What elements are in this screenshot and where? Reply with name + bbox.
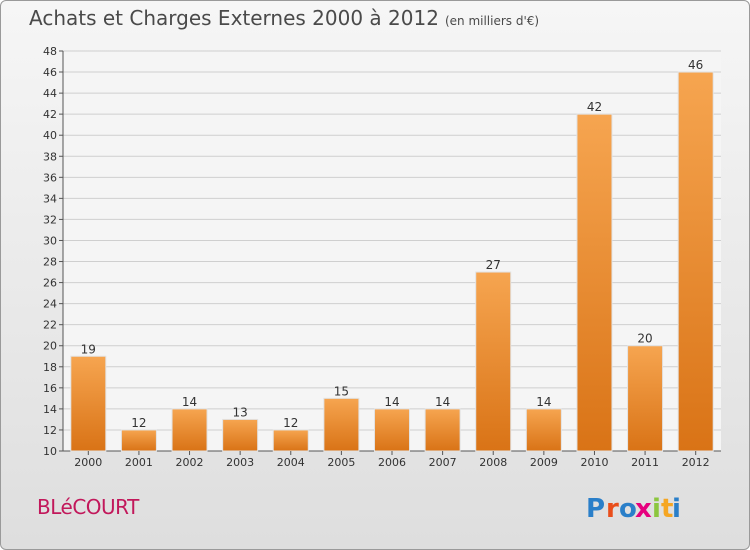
logo-letter: r <box>606 494 619 524</box>
bar <box>576 113 613 452</box>
y-tick-label: 10 <box>43 445 57 458</box>
title-main: Achats et Charges Externes 2000 à 2012 <box>29 6 439 30</box>
bar <box>171 408 208 452</box>
bar-value-label: 15 <box>334 384 349 398</box>
bar <box>222 418 259 452</box>
x-tick-label: 2006 <box>378 456 406 469</box>
y-tick-label: 24 <box>43 298 57 311</box>
bar-value-label: 12 <box>283 416 298 430</box>
x-tick-label: 2001 <box>125 456 153 469</box>
x-tick-label: 2008 <box>479 456 507 469</box>
y-tick-label: 12 <box>43 424 57 437</box>
bar-value-label: 27 <box>486 258 501 272</box>
x-tick-label: 2010 <box>580 456 608 469</box>
logo-letter: t <box>661 494 673 524</box>
x-tick-label: 2009 <box>530 456 558 469</box>
y-tick-label: 28 <box>43 256 57 269</box>
bar <box>525 408 562 452</box>
y-tick-label: 46 <box>43 66 57 79</box>
bar-value-label: 46 <box>688 58 703 72</box>
y-tick-label: 42 <box>43 108 57 121</box>
x-tick-label: 2011 <box>631 456 659 469</box>
x-tick-label: 2002 <box>176 456 204 469</box>
x-tick-label: 2004 <box>277 456 305 469</box>
bar-value-label: 14 <box>182 395 197 409</box>
y-tick-label: 44 <box>43 87 57 100</box>
bar <box>374 408 410 452</box>
y-tick-label: 38 <box>43 150 57 163</box>
bar-value-label: 14 <box>536 395 551 409</box>
bar-value-label: 13 <box>233 405 248 419</box>
bar <box>323 397 360 452</box>
y-tick-label: 18 <box>43 361 57 374</box>
logo-letter: i <box>672 494 681 524</box>
bar-value-label: 19 <box>81 342 96 356</box>
y-tick-label: 16 <box>43 382 57 395</box>
y-tick-label: 22 <box>43 319 57 332</box>
logo-letter: P <box>586 494 605 524</box>
bar <box>677 71 714 452</box>
logo-letter: i <box>652 494 661 524</box>
bar <box>70 355 107 452</box>
bar-value-label: 14 <box>384 395 399 409</box>
chart-title: Achats et Charges Externes 2000 à 2012 (e… <box>29 6 539 30</box>
y-tick-label: 34 <box>43 192 57 205</box>
bar <box>475 271 512 452</box>
bar <box>627 345 664 452</box>
title-unit: (en milliers d'€) <box>444 14 540 28</box>
y-tick-label: 14 <box>43 403 57 416</box>
city-name: BLéCOURT <box>37 495 139 519</box>
x-tick-label: 2003 <box>226 456 254 469</box>
y-tick-label: 36 <box>43 171 57 184</box>
logo-letter: x <box>635 494 652 524</box>
bar-value-label: 20 <box>637 332 652 346</box>
bar <box>120 429 157 452</box>
y-tick-label: 40 <box>43 129 57 142</box>
bar-value-label: 14 <box>435 395 450 409</box>
x-tick-label: 2012 <box>682 456 710 469</box>
bar-value-label: 12 <box>131 416 146 430</box>
y-tick-label: 20 <box>43 340 57 353</box>
y-tick-label: 32 <box>43 213 57 226</box>
bar <box>272 429 309 452</box>
x-tick-label: 2007 <box>429 456 457 469</box>
x-tick-label: 2005 <box>327 456 355 469</box>
y-tick-label: 48 <box>43 45 57 58</box>
bar-value-label: 42 <box>587 100 602 114</box>
y-tick-label: 26 <box>43 277 57 290</box>
x-tick-label: 2000 <box>74 456 102 469</box>
bar <box>424 408 461 452</box>
plot-area <box>63 51 721 451</box>
y-tick-label: 30 <box>43 234 57 247</box>
logo-letter: o <box>619 494 637 524</box>
